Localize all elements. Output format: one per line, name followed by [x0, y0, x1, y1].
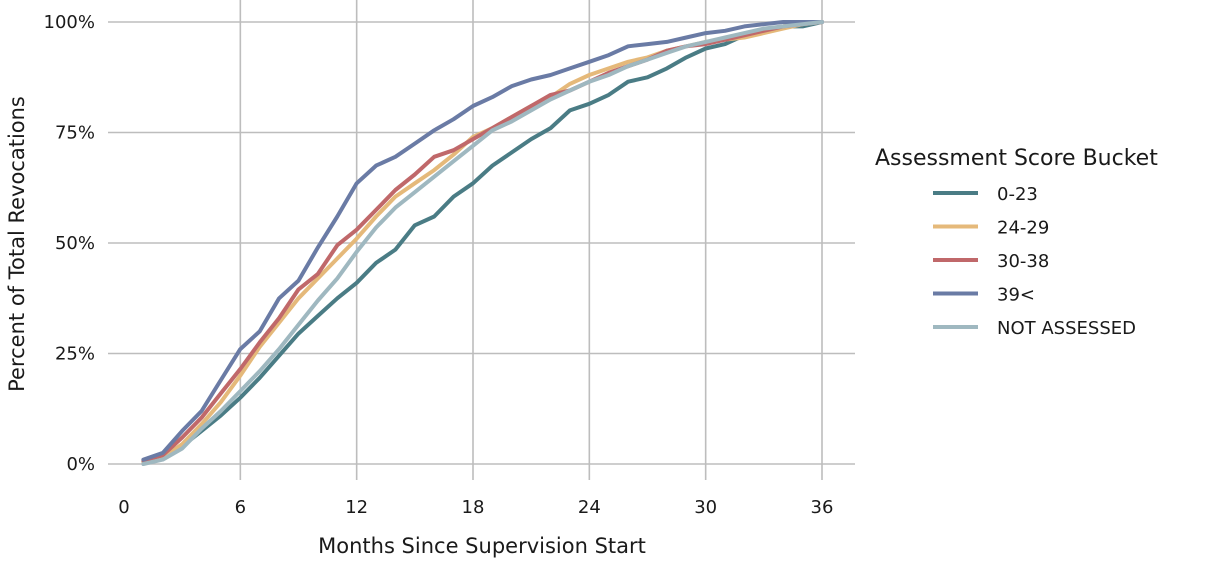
legend-label-30-38: 30-38: [997, 251, 1049, 272]
legend-label-0-23: 0-23: [997, 184, 1038, 205]
x-tick-label: 0: [118, 497, 129, 518]
legend-label-24-29: 24-29: [997, 218, 1049, 239]
y-tick-label: 0%: [66, 454, 95, 475]
y-tick-label: 75%: [55, 123, 95, 144]
series-line-39: [141, 20, 824, 462]
x-tick-label: 36: [811, 497, 834, 518]
legend: Assessment Score Bucket 0-23 24-29 30-38 39…: [875, 146, 1158, 339]
tick-labels: 0% 25% 50% 75% 100% 0 6 12 18 24 30 36: [44, 12, 834, 518]
legend-title: Assessment Score Bucket: [875, 146, 1158, 171]
gridlines: [108, 0, 855, 480]
y-tick-label: 25%: [55, 344, 95, 365]
y-tick-label: 50%: [55, 233, 95, 254]
series-line-24-29: [141, 20, 824, 464]
legend-label-not-assessed: NOT ASSESSED: [997, 318, 1136, 339]
x-tick-label: 18: [462, 497, 485, 518]
x-tick-label: 6: [235, 497, 246, 518]
series-line-0-23: [141, 20, 824, 464]
series-lines: [141, 20, 824, 466]
y-axis-label: Percent of Total Revocations: [5, 96, 29, 392]
y-tick-label: 100%: [44, 12, 95, 33]
x-tick-label: 12: [345, 497, 368, 518]
series-line-not-assessed: [141, 20, 824, 466]
x-axis-label: Months Since Supervision Start: [318, 534, 646, 558]
legend-label-39: 39<: [997, 285, 1035, 306]
x-tick-label: 30: [694, 497, 717, 518]
series-line-30-38: [141, 20, 824, 463]
x-tick-label: 24: [578, 497, 601, 518]
